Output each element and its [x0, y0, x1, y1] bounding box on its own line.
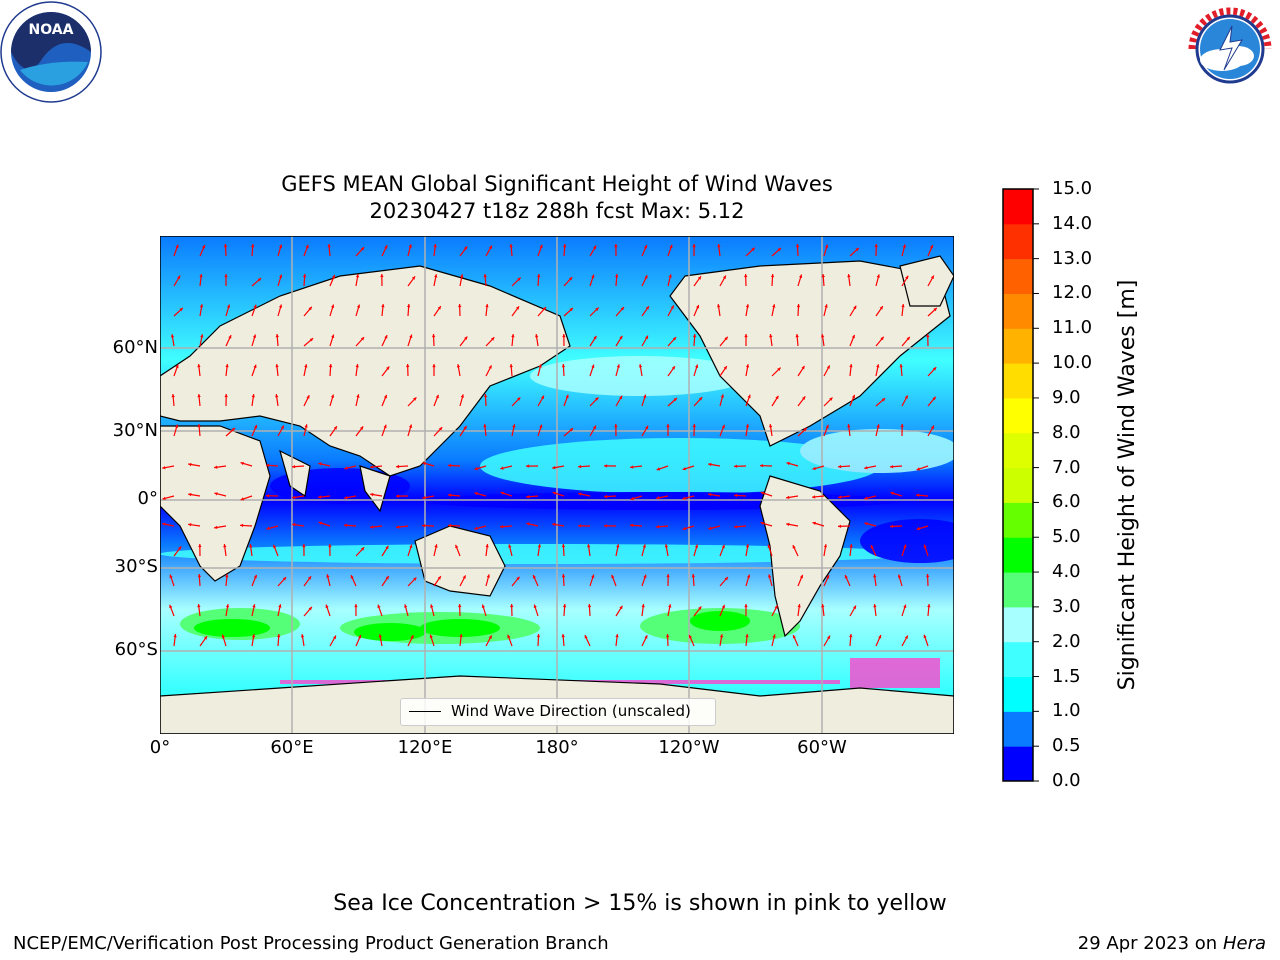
legend-label: Wind Wave Direction (unscaled): [451, 702, 691, 720]
sea-ice-note: Sea Ice Concentration > 15% is shown in …: [333, 891, 947, 916]
colorbar-tick-label: 11.0: [1052, 317, 1093, 339]
colorbar-tick-label: 6.0: [1052, 491, 1081, 513]
footer-date-text: 29 Apr 2023 on: [1077, 933, 1223, 954]
colorbar-tick-label: 2.0: [1052, 630, 1081, 652]
colorbar-tick-label: 0.0: [1052, 770, 1081, 791]
colorbar-segment: [1003, 397, 1033, 434]
colorbar: [1002, 188, 1039, 782]
noaa-logo: NOAA: [0, 1, 102, 103]
lat-tick: 60°N: [112, 337, 158, 358]
lat-tick: 30°N: [112, 420, 158, 441]
colorbar-segment: [1003, 572, 1033, 608]
footer-host: Hera: [1222, 933, 1266, 954]
colorbar-tick-label: 10.0: [1052, 352, 1093, 374]
colorbar-tick-label: 3.0: [1052, 595, 1081, 617]
wind-wave-direction-arrows: [162, 243, 938, 647]
colorbar-segment: [1003, 537, 1033, 573]
colorbar-segment: [1003, 467, 1033, 503]
colorbar-segment: [1003, 432, 1033, 469]
lat-tick: 60°S: [114, 639, 158, 660]
lat-tick: 0°: [137, 488, 158, 509]
colorbar-tick-label: 1.0: [1052, 700, 1081, 722]
footer-date: 29 Apr 2023 on Hera: [1078, 933, 1266, 954]
lon-tick: 0°: [149, 737, 171, 758]
lon-tick: 120°E: [397, 737, 453, 758]
colorbar-segment: [1003, 606, 1033, 643]
colorbar-segment: [1003, 189, 1033, 225]
colorbar-tick-label: 8.0: [1052, 421, 1081, 443]
colorbar-tick-label: 15.0: [1052, 178, 1093, 199]
map-legend: Wind Wave Direction (unscaled): [400, 698, 716, 726]
colorbar-segment: [1003, 746, 1033, 782]
svg-text:NOAA: NOAA: [29, 22, 74, 38]
colorbar-tick-label: 4.0: [1052, 561, 1081, 583]
colorbar-tick-label: 5.0: [1052, 526, 1081, 548]
colorbar-tick-label: 9.0: [1052, 386, 1081, 408]
colorbar-segment: [1003, 676, 1033, 712]
chart-subtitle: 20230427 t18z 288h fcst Max: 5.12: [369, 199, 745, 223]
colorbar-segment: [1003, 363, 1033, 399]
chart-title: GEFS MEAN Global Significant Height of W…: [281, 172, 833, 196]
colorbar-segment: [1003, 502, 1033, 538]
colorbar-segment: [1003, 293, 1033, 329]
lon-tick: 180°: [535, 737, 579, 758]
lon-tick: 60°E: [270, 737, 314, 758]
colorbar-tick-label: 7.0: [1052, 456, 1081, 478]
high-wave-zones: [180, 608, 800, 644]
colorbar-segment: [1003, 641, 1033, 678]
lon-tick: 120°W: [658, 737, 720, 758]
lon-tick: 60°W: [797, 737, 847, 758]
footer-branch: NCEP/EMC/Verification Post Processing Pr…: [13, 933, 609, 954]
colorbar-segment: [1003, 258, 1033, 294]
nws-logo: [1183, 2, 1277, 96]
colorbar-tick-label: 0.5: [1052, 735, 1081, 757]
colorbar-tick-label: 12.0: [1052, 282, 1093, 304]
colorbar-tick-label: 1.5: [1052, 665, 1081, 687]
legend-line: [409, 711, 441, 712]
colorbar-label: Significant Height of Wind Waves [m]: [1115, 279, 1140, 691]
colorbar-tick-label: 13.0: [1052, 247, 1093, 269]
colorbar-segment: [1003, 328, 1033, 364]
colorbar-segment: [1003, 223, 1033, 260]
graticule: [160, 236, 954, 734]
lat-tick: 30°S: [114, 556, 158, 577]
colorbar-segment: [1003, 711, 1033, 747]
colorbar-tick-label: 14.0: [1052, 212, 1093, 234]
map-plot: [160, 236, 954, 734]
